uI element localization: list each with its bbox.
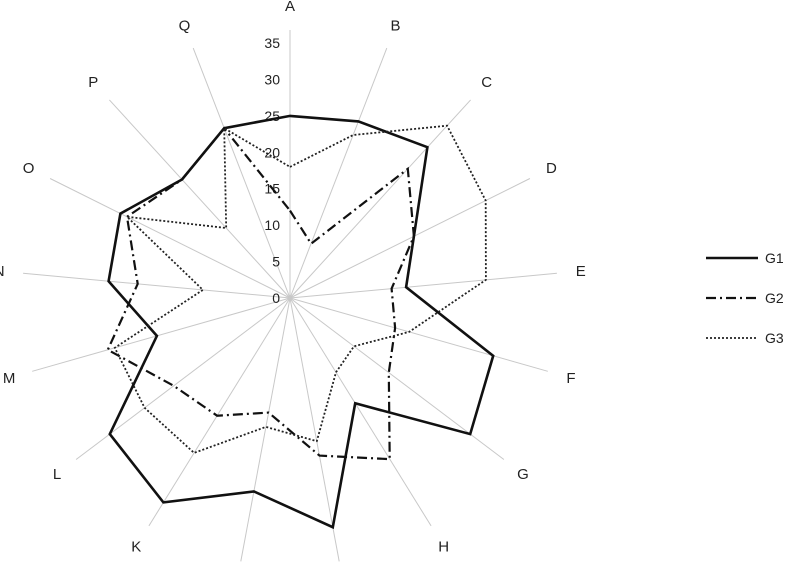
legend-label-G1: G1 <box>765 250 784 266</box>
series-G1 <box>107 114 495 530</box>
spoke-D <box>289 178 531 299</box>
category-label-F: F <box>566 370 575 387</box>
category-label-G: G <box>517 466 529 483</box>
spoke-Q <box>192 47 291 299</box>
category-label-P: P <box>88 74 98 91</box>
category-labels: ABCDEFGHIJKLMNOPQ <box>0 0 586 555</box>
legend: G1 G2 G3 <box>706 250 784 346</box>
spoke-F <box>289 297 548 372</box>
spoke-L <box>75 297 291 460</box>
spoke-M <box>32 297 291 372</box>
spoke-H <box>289 297 432 527</box>
series-G3 <box>113 124 487 454</box>
radar-series <box>106 114 495 530</box>
category-label-O: O <box>23 160 35 177</box>
spoke-N <box>23 272 291 299</box>
spoke-O <box>49 178 291 299</box>
spoke-P <box>109 99 291 299</box>
legend-item-G2: G2 <box>706 290 784 306</box>
category-label-D: D <box>546 160 557 177</box>
spoke-K <box>148 297 291 527</box>
spoke-C <box>289 99 471 299</box>
tick-label-35: 35 <box>264 35 280 51</box>
spoke-I <box>289 297 340 562</box>
spoke-G <box>289 297 505 460</box>
category-label-N: N <box>0 263 5 280</box>
tick-label-20: 20 <box>264 144 280 160</box>
category-label-B: B <box>390 18 400 35</box>
radar-grid <box>23 30 557 562</box>
spoke-B <box>289 47 388 299</box>
legend-item-G1: G1 <box>706 250 784 266</box>
category-label-K: K <box>131 538 141 555</box>
category-label-A: A <box>285 0 295 15</box>
legend-label-G2: G2 <box>765 290 784 306</box>
tick-label-5: 5 <box>272 254 280 270</box>
category-label-M: M <box>3 370 16 387</box>
tick-label-10: 10 <box>264 217 280 233</box>
tick-label-0: 0 <box>272 290 280 306</box>
category-label-C: C <box>481 74 492 91</box>
spoke-J <box>240 297 291 562</box>
category-label-H: H <box>438 538 449 555</box>
category-label-E: E <box>576 263 586 280</box>
spoke-E <box>289 272 557 299</box>
category-label-Q: Q <box>179 18 191 35</box>
legend-label-G3: G3 <box>765 330 784 346</box>
category-label-L: L <box>53 466 61 483</box>
tick-label-30: 30 <box>264 71 280 87</box>
legend-item-G3: G3 <box>706 330 784 346</box>
series-G2 <box>106 126 416 461</box>
